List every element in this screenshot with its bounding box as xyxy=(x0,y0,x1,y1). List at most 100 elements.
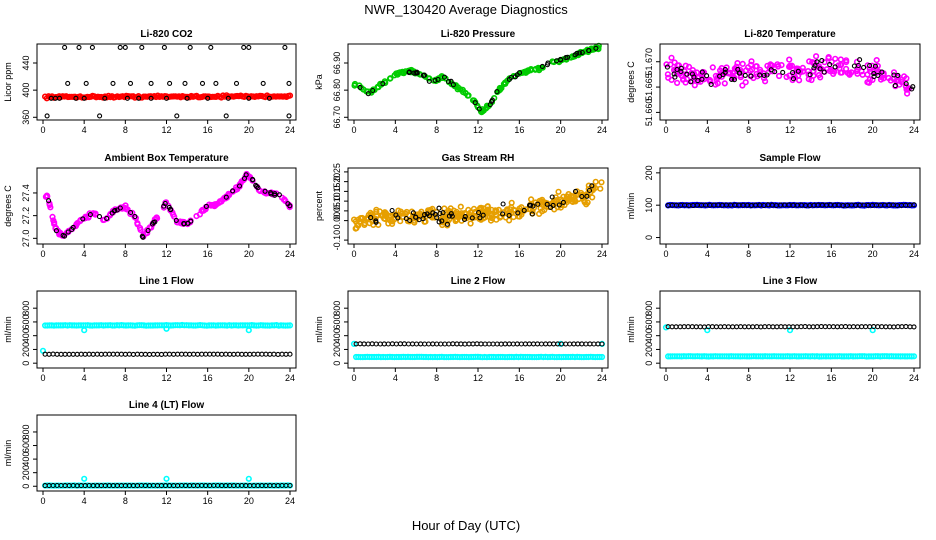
avg-point xyxy=(589,194,596,201)
sample-point xyxy=(699,69,705,75)
sample-point xyxy=(577,50,583,56)
avg-point xyxy=(753,70,760,78)
x-tick-label: 8 xyxy=(123,125,128,135)
avg-point xyxy=(673,79,681,86)
avg-point xyxy=(549,199,556,207)
sample-point xyxy=(522,341,528,347)
sample-point xyxy=(53,228,59,234)
sample-point xyxy=(142,351,148,357)
avg-point xyxy=(496,214,504,221)
sample-point xyxy=(748,73,754,79)
sample-point xyxy=(370,87,376,94)
sample-point xyxy=(411,70,417,76)
sample-point xyxy=(725,324,732,330)
panel-1: Li-820 Pressure kPa 0 4 8 12 16 20 24 66.70 66.80 6… xyxy=(314,29,609,135)
sample-point xyxy=(373,219,379,225)
x-tick-label: 24 xyxy=(285,125,295,135)
sample-point xyxy=(589,183,595,189)
panel-5: Sample Flow ml/min 0 4 8 12 16 20 24 0 100 200 xyxy=(626,153,921,259)
x-tick-label: 12 xyxy=(785,125,795,135)
sample-point xyxy=(191,351,197,357)
avg-point xyxy=(366,220,373,227)
sample-point xyxy=(746,324,752,330)
y-tick-label: 800 xyxy=(644,301,654,316)
x-tick-label: 16 xyxy=(203,249,213,259)
sample-point xyxy=(563,341,569,347)
panel-4: Gas Stream RH percent 0 4 8 12 16 20 24 -0.100.00… xyxy=(314,153,609,259)
avg-point xyxy=(837,69,844,76)
sample-point xyxy=(472,100,478,106)
sample-point xyxy=(205,95,211,101)
y-tick-label: 0 xyxy=(21,361,31,366)
panel-0: Li-820 CO2 Licor ppm 0 4 8 12 16 20 24 360 400 440 xyxy=(3,29,297,135)
sample-point xyxy=(98,351,104,357)
sample-point xyxy=(286,113,292,119)
sample-point xyxy=(826,324,832,330)
sample-point xyxy=(819,58,825,64)
sample-point xyxy=(879,324,885,330)
sample-point xyxy=(895,324,901,330)
sample-point xyxy=(199,80,206,86)
x-tick-label: 12 xyxy=(161,496,171,506)
sample-point xyxy=(416,217,422,223)
sample-point xyxy=(407,217,413,224)
avg-point xyxy=(527,65,535,73)
avg-point xyxy=(255,186,263,194)
sample-point xyxy=(450,341,456,347)
sample-point xyxy=(695,78,701,84)
sample-point xyxy=(494,89,500,95)
figure-title: NWR_130420 Average Diagnostics xyxy=(364,2,568,17)
sample-point xyxy=(510,341,516,347)
sample-point xyxy=(430,341,436,347)
x-tick-label: 8 xyxy=(434,249,439,259)
sample-point xyxy=(721,324,728,330)
avg-point xyxy=(352,225,359,232)
y-tick-label: 0.10 xyxy=(332,192,342,210)
sample-point xyxy=(145,228,151,234)
sample-point xyxy=(46,351,52,357)
sample-point xyxy=(211,351,217,357)
avg-point xyxy=(685,63,693,70)
sample-point xyxy=(219,351,225,357)
avg-point xyxy=(794,72,802,79)
sample-point xyxy=(406,69,412,75)
avg-point xyxy=(352,218,359,225)
sample-point xyxy=(266,95,272,101)
sample-point xyxy=(122,44,128,50)
sample-point xyxy=(584,193,590,199)
avg-point xyxy=(510,214,517,221)
x-tick-label: 4 xyxy=(705,373,710,383)
sample-point xyxy=(713,324,719,330)
sample-point xyxy=(223,113,229,119)
x-tick-label: 12 xyxy=(785,373,795,383)
x-tick-label: 0 xyxy=(351,125,356,135)
avg-point xyxy=(753,63,760,70)
avg-point xyxy=(561,201,568,209)
sample-point xyxy=(548,204,554,210)
x-tick-label: 16 xyxy=(514,249,524,259)
sample-point xyxy=(413,214,419,220)
sample-point xyxy=(565,54,571,60)
sample-point xyxy=(97,113,103,119)
sample-point xyxy=(704,73,710,79)
avg-point xyxy=(668,76,675,83)
sample-point xyxy=(65,229,71,235)
avg-point xyxy=(721,80,728,87)
sample-point xyxy=(549,194,555,200)
sample-point xyxy=(450,82,456,88)
sample-point xyxy=(891,324,897,330)
sample-point xyxy=(380,81,386,87)
avg-point xyxy=(284,322,291,329)
avg-point xyxy=(799,64,806,71)
sample-point xyxy=(171,351,177,357)
avg-point xyxy=(350,340,358,348)
sample-point xyxy=(62,44,68,50)
panel-8: Line 3 Flow ml/min 0 4 8 12 16 20 24 0 20040060080… xyxy=(626,276,921,383)
sample-point xyxy=(139,233,145,239)
y-tick-label: 400 xyxy=(644,328,654,343)
x-tick-label: 24 xyxy=(285,373,295,383)
sample-point xyxy=(806,324,812,330)
x-tick-label: 20 xyxy=(868,373,878,383)
y-axis-title: ml/min xyxy=(3,440,13,467)
x-tick-label: 16 xyxy=(826,249,836,259)
